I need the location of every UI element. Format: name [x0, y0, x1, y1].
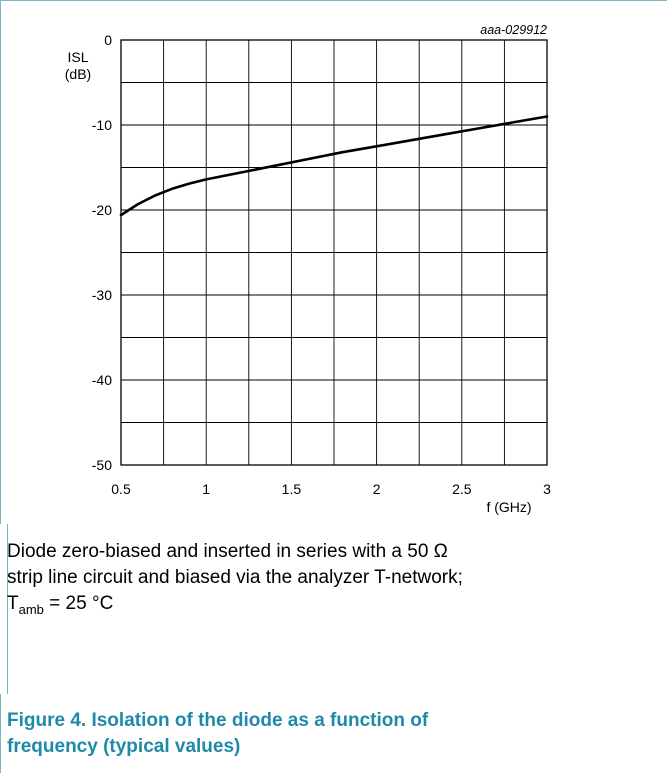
caption-line-3: Tamb = 25 °C [7, 591, 647, 623]
x-tick-labels: 0.5 1 1.5 2 2.5 3 [111, 481, 551, 497]
chart-grid [121, 40, 547, 465]
x-tick-label: 1 [202, 481, 210, 497]
y-tick-label: -20 [92, 202, 112, 218]
frame-left-border [7, 524, 8, 694]
x-tick-label: 1.5 [282, 481, 302, 497]
tamb-subscript: amb [18, 602, 44, 617]
y-axis-unit: (dB) [65, 66, 91, 82]
y-tick-label: 0 [104, 32, 112, 48]
figure-id-label: aaa-029912 [480, 23, 547, 37]
figure-title-line-2: frequency (typical values) [7, 736, 241, 757]
figure-title: Figure 4. Isolation of the diode as a fu… [7, 708, 527, 760]
caption-line-2: strip line circuit and biased via the an… [7, 567, 463, 588]
x-tick-label: 2.5 [452, 481, 472, 497]
isolation-curve [119, 115, 549, 217]
tamb-value: = 25 °C [43, 593, 114, 614]
figure-caption: Diode zero-biased and inserted in series… [7, 539, 647, 623]
frame-left-border [0, 0, 1, 524]
y-axis-label: ISL [67, 49, 88, 65]
figure-title-line-1: Figure 4. Isolation of the diode as a fu… [7, 710, 429, 731]
y-tick-label: -40 [92, 372, 112, 388]
frame-left-border [0, 694, 1, 773]
caption-line-1: Diode zero-biased and inserted in series… [7, 541, 448, 562]
y-tick-labels: 0 -10 -20 -30 -40 -50 [92, 32, 112, 473]
x-tick-label: 2 [373, 481, 381, 497]
y-tick-label: -10 [92, 117, 112, 133]
plot-border [120, 39, 548, 466]
tamb-symbol: T [7, 593, 19, 614]
y-tick-label: -30 [92, 287, 112, 303]
frame-top-border [0, 0, 667, 1]
x-tick-label: 0.5 [111, 481, 131, 497]
isolation-chart: 0 -10 -20 -30 -40 -50 0.5 1 1.5 2 2.5 3 aaa-029912… [65, 23, 551, 515]
chart-series [119, 115, 549, 217]
y-tick-label: -50 [92, 457, 112, 473]
x-tick-label: 3 [543, 481, 551, 497]
x-axis-label: f (GHz) [486, 499, 531, 515]
